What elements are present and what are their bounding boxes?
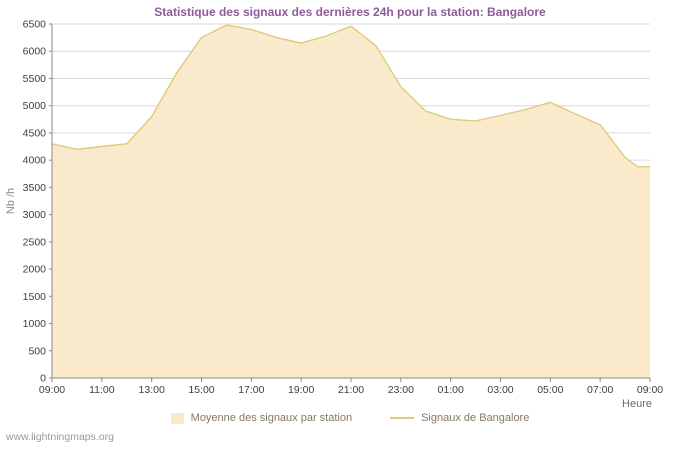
svg-text:2500: 2500 [23, 236, 47, 248]
svg-text:3000: 3000 [23, 209, 47, 221]
svg-text:09:00: 09:00 [637, 384, 663, 396]
line-swatch-icon [390, 417, 415, 419]
svg-text:2000: 2000 [23, 264, 47, 276]
watermark-link[interactable]: www.lightningmaps.org [6, 431, 114, 443]
chart-plot-area: 0 500 1000 1500 2000 2500 3000 3500 4000 4500 5000… [5, 19, 663, 411]
chart-legend: Moyenne des signaux par station Signaux … [0, 412, 700, 424]
svg-text:13:00: 13:00 [139, 384, 165, 396]
legend-label-moyenne: Moyenne des signaux par station [190, 412, 353, 424]
svg-text:4500: 4500 [23, 127, 47, 139]
chart-svg: 0 500 1000 1500 2000 2500 3000 3500 4000 4500 5000… [5, 19, 663, 411]
svg-text:07:00: 07:00 [587, 384, 613, 396]
legend-item-bangalore: Signaux de Bangalore [390, 412, 529, 424]
svg-text:1500: 1500 [23, 291, 47, 303]
svg-text:Nb /h: Nb /h [5, 188, 17, 214]
legend-label-bangalore: Signaux de Bangalore [421, 412, 530, 424]
svg-text:23:00: 23:00 [388, 384, 414, 396]
svg-text:19:00: 19:00 [288, 384, 314, 396]
svg-text:1000: 1000 [23, 318, 47, 330]
chart-title: Statistique des signaux des dernières 24… [154, 5, 546, 19]
svg-text:09:00: 09:00 [39, 384, 65, 396]
svg-text:5000: 5000 [23, 100, 47, 112]
svg-text:21:00: 21:00 [338, 384, 364, 396]
svg-text:Heure: Heure [622, 398, 652, 410]
svg-text:03:00: 03:00 [487, 384, 513, 396]
svg-text:11:00: 11:00 [89, 384, 115, 396]
svg-text:0: 0 [40, 373, 46, 385]
svg-text:05:00: 05:00 [537, 384, 563, 396]
area-swatch-icon [170, 412, 184, 424]
svg-text:01:00: 01:00 [438, 384, 464, 396]
svg-text:17:00: 17:00 [238, 384, 264, 396]
svg-text:5500: 5500 [23, 73, 47, 85]
svg-text:6000: 6000 [23, 46, 47, 58]
svg-text:6500: 6500 [23, 19, 47, 31]
svg-text:4000: 4000 [23, 155, 47, 167]
svg-text:3500: 3500 [23, 182, 47, 194]
legend-item-moyenne: Moyenne des signaux par station [170, 412, 353, 424]
svg-text:500: 500 [28, 345, 46, 357]
svg-text:15:00: 15:00 [188, 384, 214, 396]
